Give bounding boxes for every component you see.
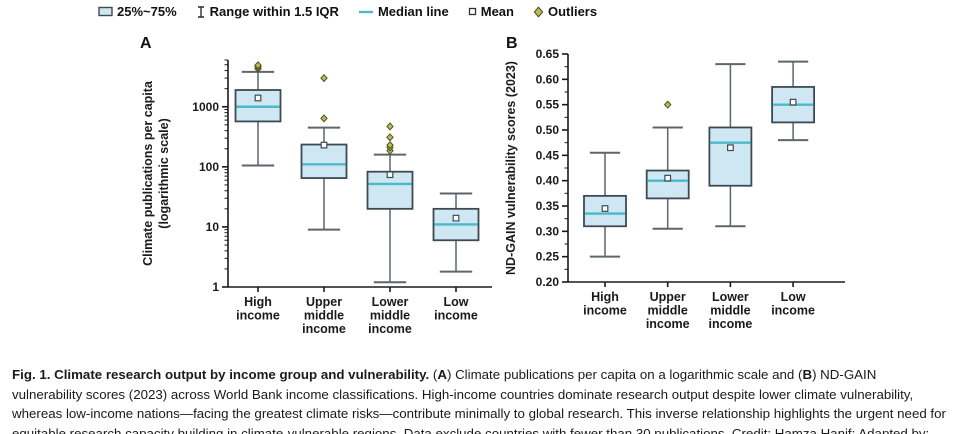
- iqr-box: [645, 169, 690, 200]
- outlier-diamond-icon: [533, 5, 544, 18]
- boxplot-lower-middle-income: [708, 63, 753, 228]
- mean-marker: [664, 174, 672, 182]
- panel-label: A: [140, 35, 152, 52]
- y-tick-label: 1000: [192, 100, 219, 114]
- boxplot-low-income: [432, 192, 480, 273]
- mean-marker: [386, 171, 394, 179]
- mean-marker: [254, 94, 262, 102]
- y-tick-label: 0.55: [536, 98, 560, 112]
- x-category-label: Low income: [434, 295, 478, 323]
- caption-segment: A: [437, 367, 447, 383]
- boxplot-upper-middle-income: [645, 100, 690, 230]
- y-tick-label: 0.20: [536, 275, 560, 289]
- legend-label: 25%~75%: [117, 4, 177, 19]
- box-swatch-icon: [98, 6, 113, 17]
- y-tick-label: 100: [199, 160, 219, 174]
- iqr-box: [708, 126, 753, 187]
- boxplot-panel-b: 0.20 0.25 0.30 0.35 0.40 0.45 0.50 0.55 0.60 0.65…: [504, 35, 845, 331]
- y-tick-label: 0.45: [536, 148, 560, 162]
- legend-label: Median line: [377, 4, 449, 19]
- y-axis-title: ND-GAIN vulnerability scores (2023): [504, 61, 518, 275]
- y-tick-label: 1: [212, 280, 219, 294]
- caption-segment: (: [432, 367, 438, 383]
- legend-label: Mean: [480, 4, 514, 19]
- boxplot-upper-middle-income: [300, 73, 348, 231]
- x-category-label: High income: [583, 290, 627, 318]
- legend-item-iqr-box: 25%~75%: [98, 4, 177, 19]
- boxplot-panel-a: 1 10 100 1000 High income Upper middle income Low…: [140, 35, 492, 336]
- legend-label: Range within 1.5 IQR: [209, 4, 339, 19]
- figure-caption: Fig. 1. Climate research output by incom…: [12, 365, 950, 434]
- y-axis-title: (logarithmic scale): [157, 118, 171, 228]
- mean-marker: [452, 214, 460, 222]
- mean-marker: [727, 144, 734, 152]
- x-category-label: High income: [236, 295, 280, 323]
- x-category-label: Low income: [771, 290, 815, 318]
- caption-segment: ) ND-GAIN vulnerability scores (2023) ac…: [12, 367, 946, 434]
- y-tick-label: 0.40: [536, 174, 560, 188]
- legend-item-range: Range within 1.5 IQR: [196, 4, 339, 19]
- mean-marker: [320, 141, 328, 149]
- caption-segment: Fig. 1. Climate research output by incom…: [12, 367, 433, 383]
- x-axis: High income Upper middle income Lower middle in…: [228, 286, 492, 336]
- iqr-box: [300, 143, 348, 179]
- caption-segment: ) Climate publications per capita on a l…: [446, 367, 803, 383]
- legend-item-outliers: Outliers: [533, 4, 597, 19]
- range-whisker-icon: [197, 5, 204, 18]
- outlier-point: [386, 133, 394, 142]
- legend-item-median: Median line: [358, 4, 449, 19]
- y-tick-label: 10: [206, 220, 220, 234]
- y-tick-label: 0.35: [536, 199, 560, 213]
- y-tick-label: 0.30: [536, 224, 560, 238]
- outlier-point: [386, 140, 394, 150]
- mean-marker: [789, 98, 797, 106]
- boxplot-low-income: [771, 60, 816, 142]
- legend-item-mean: Mean: [468, 4, 514, 19]
- caption-segment: B: [802, 367, 813, 383]
- outlier-point: [386, 122, 394, 131]
- chart-legend: 25%~75% Range within 1.5 IQR Median line…: [98, 4, 597, 19]
- boxplot-high-income: [583, 151, 627, 258]
- y-tick-label: 0.65: [536, 47, 560, 61]
- x-category-label: Upper middle income: [646, 290, 690, 331]
- legend-label: Outliers: [547, 4, 598, 19]
- panel-label: B: [506, 35, 518, 52]
- mean-marker: [601, 205, 609, 212]
- outlier-point: [320, 114, 328, 123]
- x-category-label: Lower middle income: [709, 290, 753, 331]
- y-tick-label: 0.25: [536, 250, 560, 264]
- outlier-point: [663, 100, 672, 109]
- median-line-icon: [358, 10, 373, 13]
- x-axis: High income Upper middle income Lower middle in…: [568, 281, 845, 331]
- outlier-point: [254, 61, 262, 70]
- outlier-point: [320, 73, 328, 83]
- boxplot-lower-middle-income: [366, 122, 414, 284]
- y-axis: 0.20 0.25 0.30 0.35 0.40 0.45 0.50 0.55 0.60 0.65: [536, 47, 569, 289]
- mean-square-icon: [468, 7, 476, 16]
- x-category-label: Upper middle income: [302, 295, 346, 336]
- y-axis: 1 10 100 1000: [192, 59, 229, 294]
- y-axis-title: Climate publications per capita: [141, 80, 155, 266]
- boxplot-high-income: [234, 61, 282, 167]
- y-tick-label: 0.60: [536, 72, 560, 86]
- y-tick-label: 0.50: [536, 123, 560, 137]
- x-category-label: Lower middle income: [368, 295, 412, 336]
